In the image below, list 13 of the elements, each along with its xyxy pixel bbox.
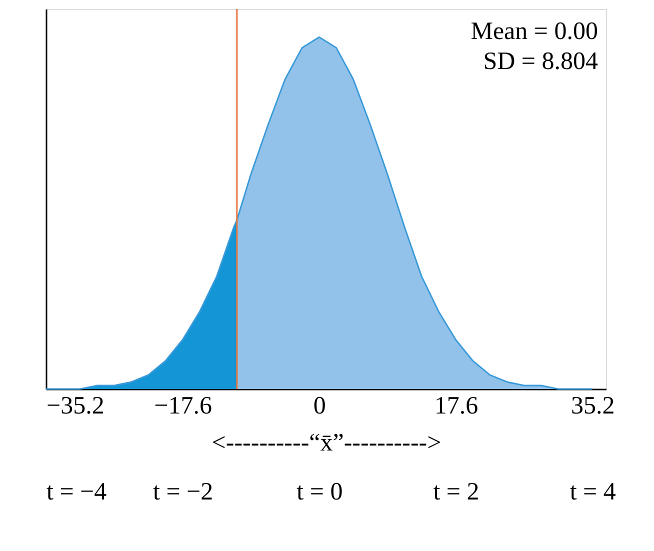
x-tick-label: −17.6 xyxy=(154,392,212,420)
annotation: Mean = 0.00 xyxy=(470,18,598,45)
x2-tick-label: t = 2 xyxy=(433,478,480,506)
x2-tick-label: t = −4 xyxy=(46,478,108,506)
x-tick-label: −35.2 xyxy=(46,392,104,420)
x-tick-label: 0 xyxy=(313,392,326,420)
x-tick-label: 17.6 xyxy=(434,392,478,420)
x2-tick-label: t = 0 xyxy=(296,478,343,506)
x2-tick-label: t = −2 xyxy=(153,478,214,506)
annotation: SD = 8.804 xyxy=(483,48,598,75)
x-tick-label: 35.2 xyxy=(570,392,615,420)
x-axis-title: <----------“x̄”----------> xyxy=(212,430,442,456)
x2-tick-label: t = 4 xyxy=(570,478,616,506)
